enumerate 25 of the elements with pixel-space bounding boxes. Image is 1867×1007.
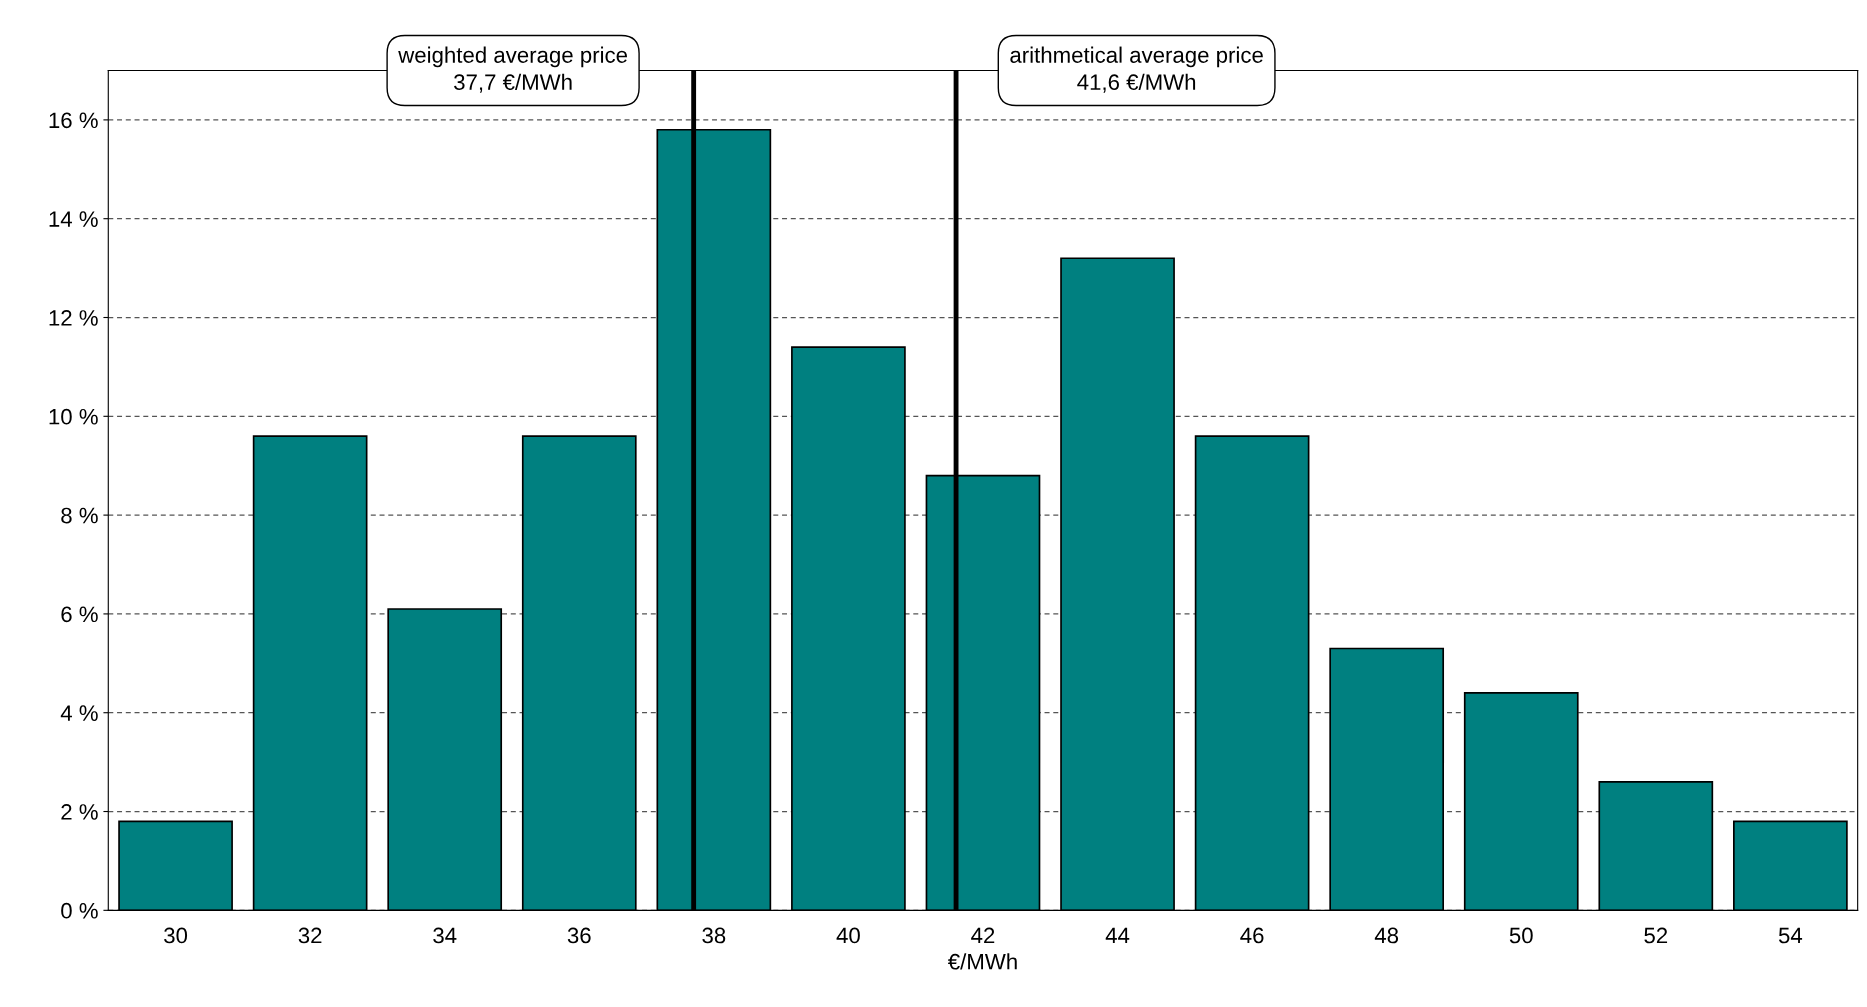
y-tick-label: 0 %	[61, 902, 98, 919]
x-tick-label: 34	[433, 927, 457, 944]
x-tick-label: 50	[1509, 927, 1533, 944]
ref-line-label: arithmetical average price 41,6 €/MWh	[1010, 46, 1263, 93]
y-tick-label: 12 %	[49, 310, 98, 326]
y-tick-label: 14 %	[49, 211, 98, 227]
x-tick-label: 36	[567, 927, 591, 944]
y-tick-label: 8 %	[61, 507, 98, 524]
x-tick-label: 54	[1778, 927, 1803, 944]
y-tick-label: 16 %	[49, 112, 98, 129]
x-tick-label: 42	[971, 927, 995, 944]
x-tick-label: 52	[1644, 927, 1668, 944]
y-tick-label: 6 %	[61, 606, 98, 623]
y-tick-label: 2 %	[61, 804, 98, 820]
x-tick-label: 46	[1240, 927, 1264, 944]
y-tick-label: 10 %	[49, 408, 98, 425]
x-tick-label: 30	[164, 927, 188, 944]
x-tick-label: 38	[702, 927, 726, 944]
x-axis-title: €/MWh	[947, 953, 1017, 970]
x-tick-label: 40	[836, 927, 860, 944]
x-tick-label: 44	[1105, 927, 1130, 944]
ref-line-label: weighted average price 37,7 €/MWh	[398, 46, 628, 93]
y-tick-label: 4 %	[60, 705, 98, 721]
x-tick-label: 32	[298, 927, 322, 944]
x-tick-label: 48	[1374, 927, 1399, 944]
